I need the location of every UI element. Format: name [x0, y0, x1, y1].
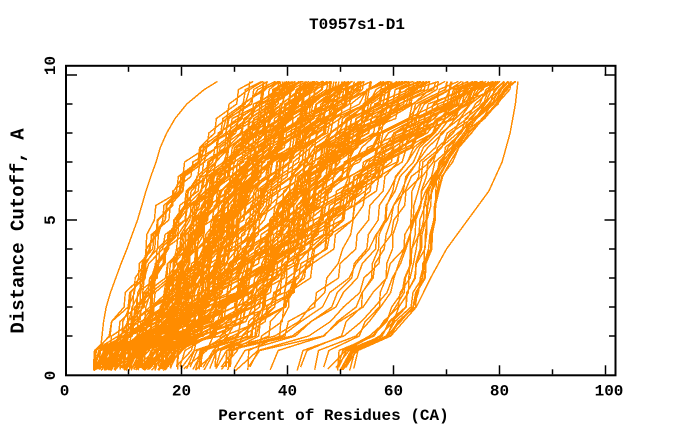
- svg-text:60: 60: [384, 383, 403, 401]
- svg-text:10: 10: [42, 56, 60, 75]
- svg-text:0: 0: [60, 383, 70, 401]
- svg-text:0: 0: [42, 371, 60, 381]
- svg-text:80: 80: [490, 383, 509, 401]
- svg-text:5: 5: [42, 215, 60, 225]
- svg-text:T0957s1-D1: T0957s1-D1: [309, 16, 405, 34]
- svg-text:Percent of Residues (CA): Percent of Residues (CA): [218, 407, 448, 425]
- svg-text:Distance Cutoff, A: Distance Cutoff, A: [8, 128, 30, 334]
- svg-text:40: 40: [278, 383, 297, 401]
- svg-text:100: 100: [595, 383, 624, 401]
- svg-text:20: 20: [172, 383, 191, 401]
